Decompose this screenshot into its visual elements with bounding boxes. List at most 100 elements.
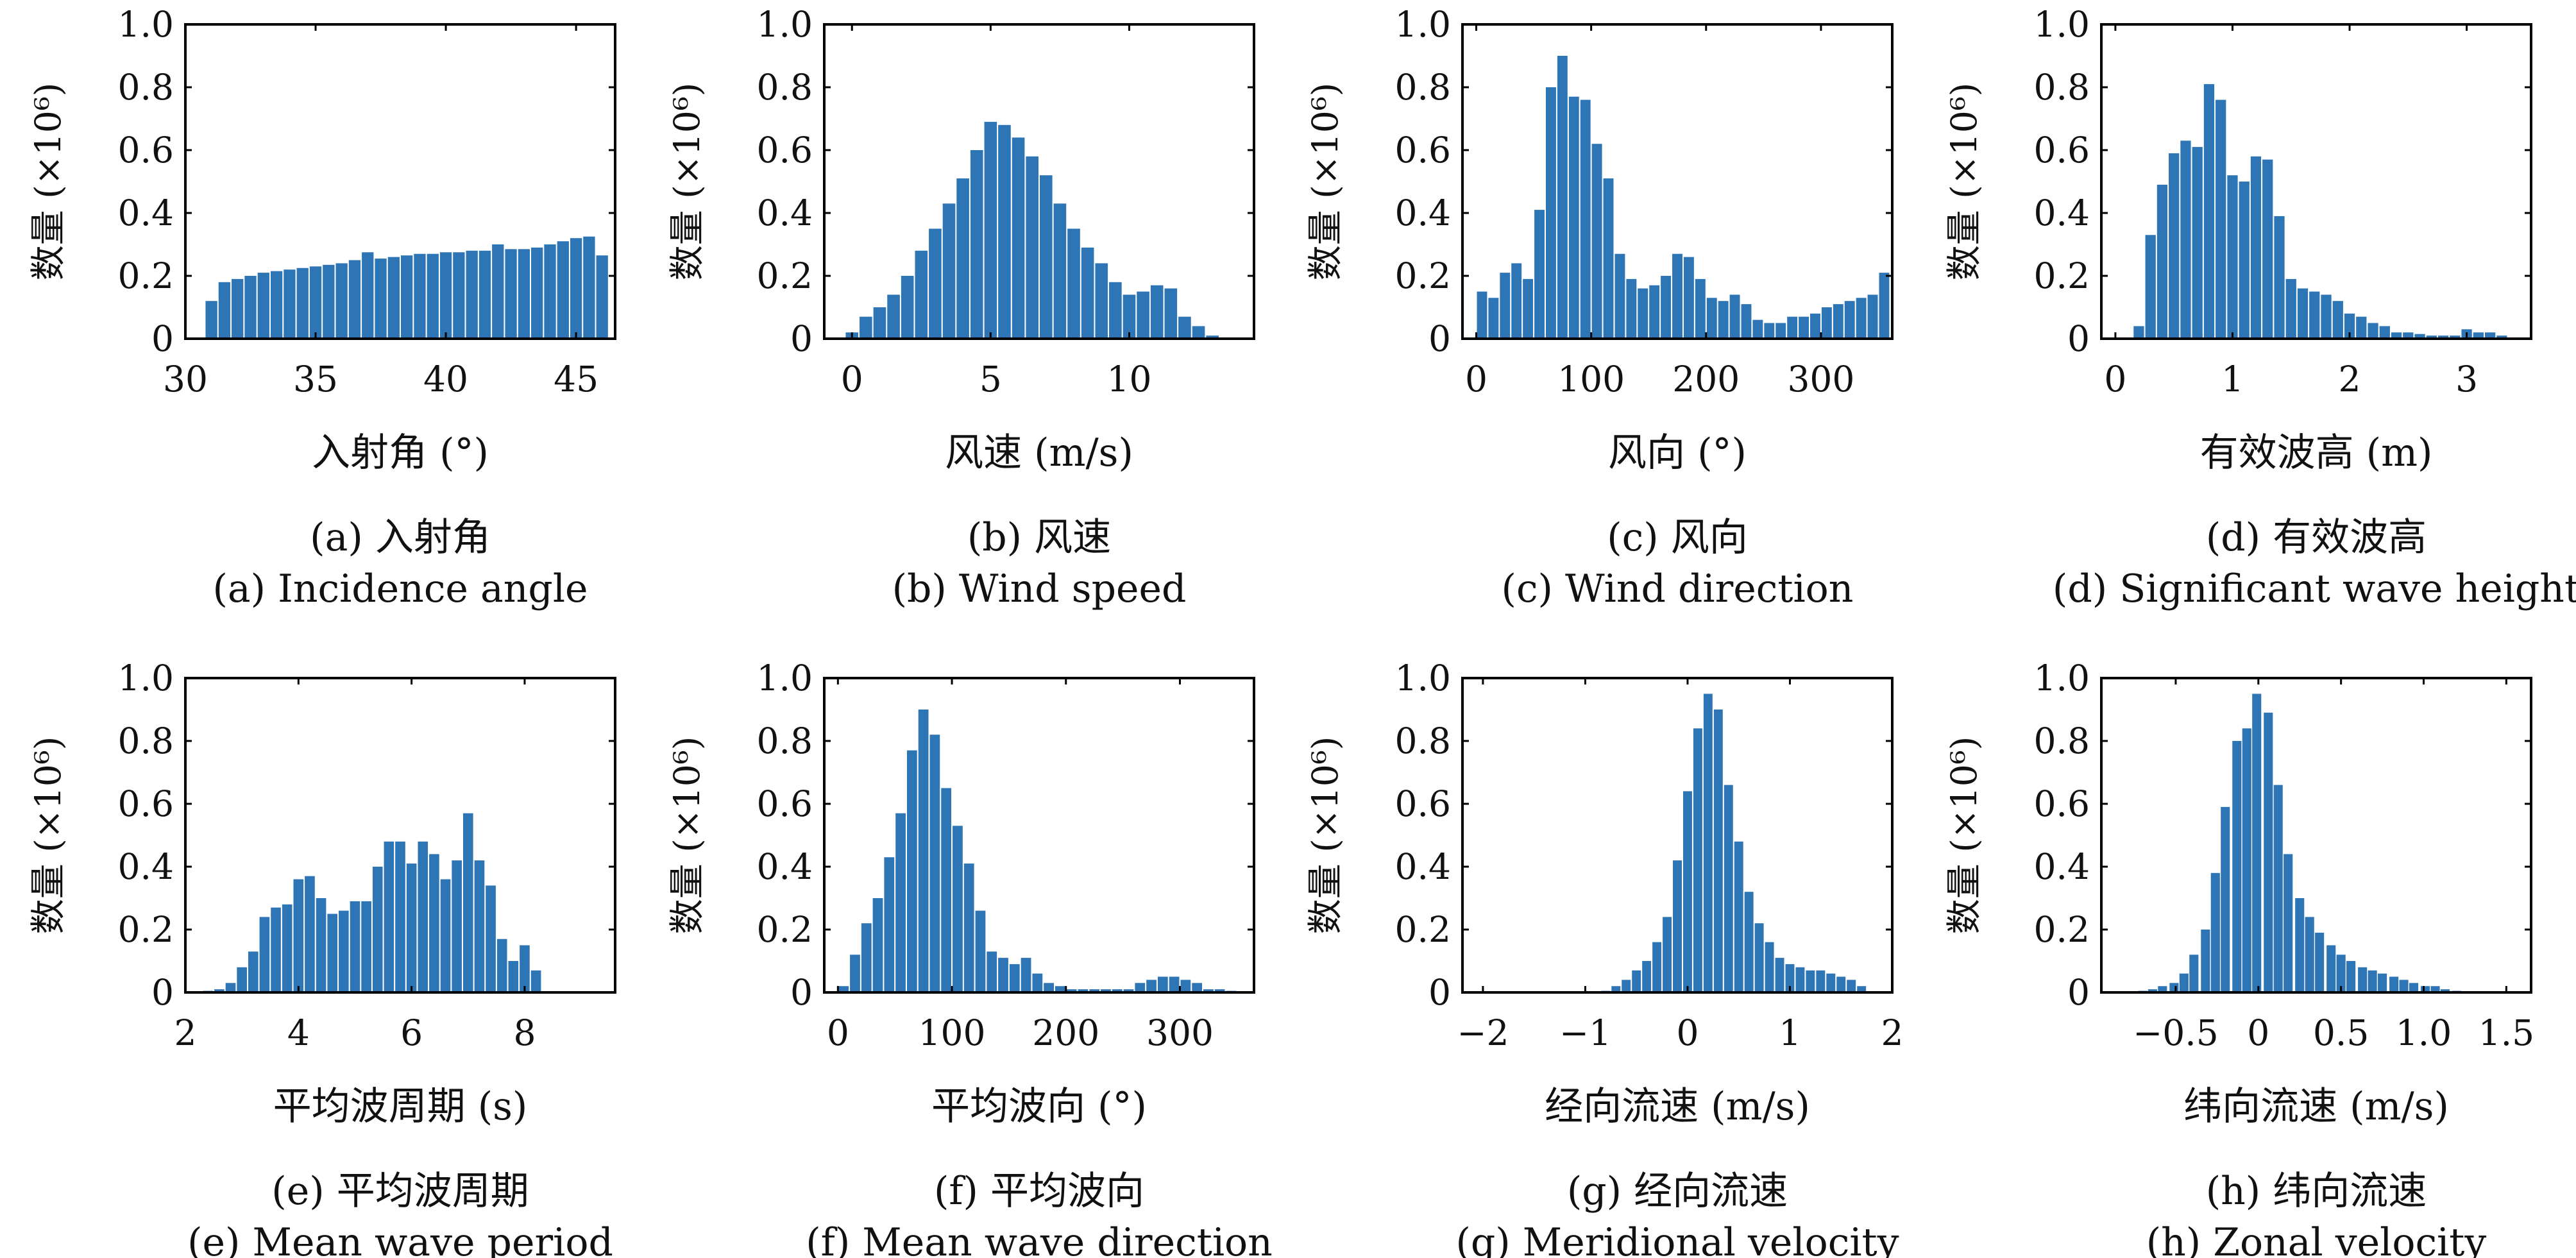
histogram-bar: [1787, 316, 1798, 339]
y-tick-label: 0.2: [1395, 909, 1451, 950]
histogram-bar: [987, 951, 997, 992]
histogram-bar: [1724, 785, 1733, 992]
histogram-bar: [873, 307, 886, 339]
histogram-bar: [1626, 278, 1637, 339]
histogram-bar: [2440, 989, 2450, 992]
histogram-bar: [486, 885, 496, 992]
histogram-bar: [1741, 304, 1752, 339]
histogram-bar: [2484, 332, 2496, 339]
panel-b: 0 0.2 0.4 0.6 0.8 1.0 0 5 10 风速 (m/s) 数量 (×10⁶) (b)…: [666, 4, 1255, 611]
histogram-bar: [1157, 976, 1168, 992]
histogram-bar: [941, 788, 952, 992]
histogram-bar: [2378, 973, 2387, 992]
histogram-bar: [2336, 955, 2346, 992]
histogram-bar: [2284, 854, 2293, 992]
y-tick-label: 0.4: [757, 192, 813, 234]
x-tick-label: 0: [1676, 1012, 1699, 1053]
histogram-bar: [998, 124, 1011, 339]
panel-h: 0 0.2 0.4 0.6 0.8 1.0 −0.5 0 0.5 1.0 1.5 纬向流速 (m/s)…: [1944, 658, 2534, 1258]
histogram-bar: [1089, 989, 1100, 992]
histogram-bar: [2157, 184, 2168, 339]
y-tick-label: 0: [790, 972, 813, 1013]
histogram-bar: [2426, 336, 2437, 339]
histogram-bar: [439, 252, 452, 339]
histogram-bar: [2264, 712, 2273, 992]
histogram-bar: [225, 983, 236, 992]
x-axis-label: 入射角 (°): [312, 430, 489, 475]
histogram-bar: [1775, 323, 1786, 339]
histogram-bar: [237, 967, 247, 992]
histogram-bar: [850, 955, 860, 992]
histogram-bar: [1066, 989, 1077, 992]
x-tick-label: 2: [1881, 1012, 1904, 1053]
x-tick-label: 100: [1557, 359, 1625, 400]
histogram-bar: [953, 826, 963, 992]
histogram-bar: [1101, 989, 1111, 992]
histogram-bar: [915, 250, 928, 339]
histogram-bar: [1816, 970, 1826, 992]
caption-en: (a) Incidence angle: [212, 566, 588, 611]
histogram-bar: [531, 247, 543, 339]
histogram-bar: [1123, 989, 1134, 992]
histogram-bar: [2315, 932, 2325, 992]
y-tick-label: 1.0: [118, 658, 174, 699]
x-tick-label: 45: [554, 359, 598, 400]
x-tick-label: 0: [827, 1012, 849, 1053]
histogram-bar: [462, 813, 473, 992]
histogram-bar: [1557, 56, 1568, 339]
histogram-bar: [348, 260, 361, 339]
y-tick-label: 0: [2067, 972, 2090, 1013]
histogram-bar: [1203, 989, 1214, 992]
y-tick-label: 0.2: [757, 909, 813, 950]
caption-en: (h) Zonal velocity: [2146, 1220, 2487, 1258]
panel-c: 0 0.2 0.4 0.6 0.8 1.0 0 100 200 300 风向 (°) 数量 (×10⁶…: [1305, 4, 1894, 611]
y-tick-label: 0.6: [757, 130, 813, 171]
histogram-bar: [1511, 263, 1522, 339]
caption-en: (d) Significant wave height: [2053, 566, 2576, 611]
histogram-bar: [218, 282, 231, 339]
histogram-bar: [872, 898, 883, 992]
y-tick-label: 0.2: [757, 255, 813, 296]
histogram-bar: [1682, 791, 1692, 992]
histogram-bar: [2332, 301, 2343, 339]
histogram-bar: [427, 253, 439, 339]
histogram-bar: [1192, 983, 1203, 992]
y-tick-label: 0.2: [118, 255, 174, 296]
histogram-bar: [205, 301, 217, 339]
histogram-bar: [1754, 923, 1764, 992]
histogram-bar: [2356, 316, 2367, 339]
histogram-bar: [339, 910, 349, 992]
histogram-bar: [492, 244, 504, 339]
histogram-bar: [1192, 326, 1205, 339]
histogram-bar: [1012, 137, 1025, 339]
x-tick-label: 300: [1787, 359, 1854, 400]
histogram-bar: [2346, 961, 2356, 992]
plot-frame: [823, 677, 1255, 994]
histogram-bar: [583, 236, 595, 339]
y-tick-label: 0.6: [1395, 783, 1451, 824]
x-tick-label: 0: [2247, 1012, 2269, 1053]
x-axis-label: 纬向流速 (m/s): [2183, 1084, 2449, 1129]
histogram-bar: [232, 278, 244, 339]
histogram-bar: [1622, 980, 1631, 992]
histogram-bar: [479, 250, 491, 339]
x-tick-label: 5: [979, 359, 1002, 400]
histogram-bar: [1123, 294, 1136, 339]
histogram-bar: [1044, 983, 1054, 992]
y-tick-label: 0.8: [1395, 67, 1451, 108]
histogram-bar: [544, 244, 556, 339]
y-tick-label: 0.6: [118, 783, 174, 824]
histogram-bar: [520, 945, 530, 992]
y-tick-label: 0.4: [118, 846, 174, 887]
histogram-bar: [1661, 276, 1672, 339]
y-tick-label: 0.2: [118, 909, 174, 950]
histogram-bar: [2399, 980, 2409, 992]
histogram-bar: [466, 250, 478, 339]
histogram-bar: [2309, 291, 2320, 339]
x-tick-label: 2: [2339, 359, 2361, 400]
y-axis-label: 数量 (×10⁶): [28, 736, 69, 935]
histogram-bar: [1734, 841, 1743, 992]
plot-frame: [1461, 23, 1894, 340]
histogram-bar: [2210, 872, 2220, 992]
